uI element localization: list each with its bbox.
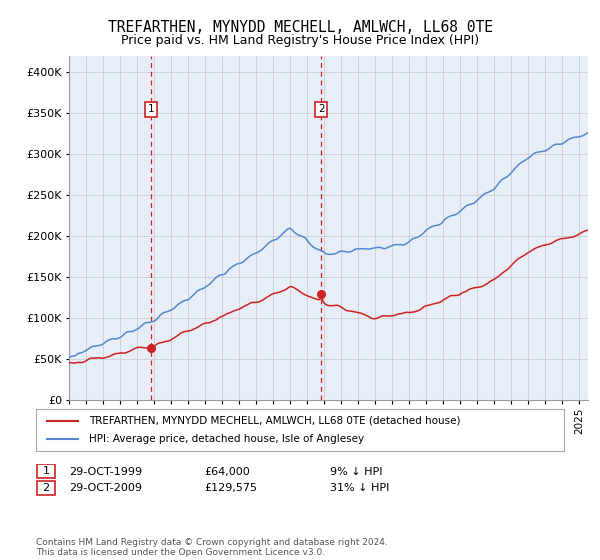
Text: HPI: Average price, detached house, Isle of Anglesey: HPI: Average price, detached house, Isle…	[89, 434, 364, 444]
Text: 1: 1	[43, 466, 49, 476]
Text: 2: 2	[318, 104, 325, 114]
Text: Contains HM Land Registry data © Crown copyright and database right 2024.
This d: Contains HM Land Registry data © Crown c…	[36, 538, 388, 557]
Text: 31% ↓ HPI: 31% ↓ HPI	[330, 483, 389, 493]
Text: 9% ↓ HPI: 9% ↓ HPI	[330, 466, 383, 477]
Text: £64,000: £64,000	[204, 466, 250, 477]
FancyBboxPatch shape	[36, 409, 564, 451]
Text: Price paid vs. HM Land Registry's House Price Index (HPI): Price paid vs. HM Land Registry's House …	[121, 34, 479, 46]
Text: 1: 1	[148, 104, 155, 114]
FancyBboxPatch shape	[37, 481, 55, 495]
Text: 29-OCT-1999: 29-OCT-1999	[69, 466, 142, 477]
Text: 2: 2	[43, 483, 49, 493]
Text: £129,575: £129,575	[204, 483, 257, 493]
FancyBboxPatch shape	[37, 464, 55, 478]
Text: TREFARTHEN, MYNYDD MECHELL, AMLWCH, LL68 0TE: TREFARTHEN, MYNYDD MECHELL, AMLWCH, LL68…	[107, 20, 493, 35]
Text: 29-OCT-2009: 29-OCT-2009	[69, 483, 142, 493]
Text: TREFARTHEN, MYNYDD MECHELL, AMLWCH, LL68 0TE (detached house): TREFARTHEN, MYNYDD MECHELL, AMLWCH, LL68…	[89, 416, 460, 426]
